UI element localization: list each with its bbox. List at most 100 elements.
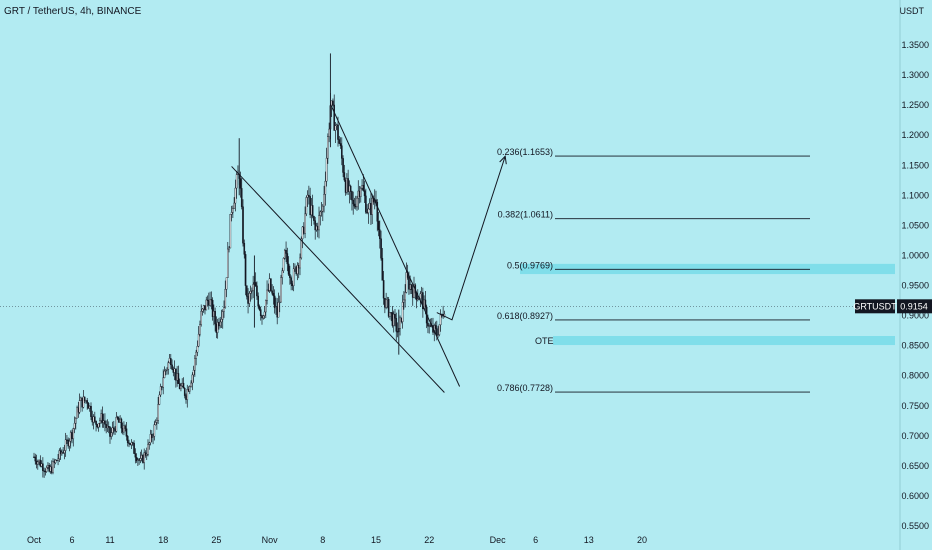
candle-body: [114, 428, 116, 432]
candle-body: [191, 374, 194, 384]
candle-body: [138, 459, 140, 461]
symbol-tag: GRTUSDT: [853, 301, 897, 311]
candle-body: [74, 417, 77, 424]
candle-body: [395, 318, 398, 332]
candle-body: [180, 385, 182, 389]
candle-body: [126, 436, 129, 444]
candle-body: [81, 397, 83, 408]
candle-body: [77, 407, 80, 413]
candle-body: [109, 426, 111, 437]
candle-body: [354, 205, 357, 208]
candle-body: [301, 226, 304, 240]
candle-body: [85, 400, 87, 402]
price-tag: 0.9154: [900, 301, 928, 311]
candle-body: [391, 312, 394, 326]
candle-body: [405, 272, 408, 293]
candle-body: [82, 396, 85, 408]
candle-body: [76, 407, 78, 419]
candle-body: [294, 266, 296, 269]
candle-body: [61, 452, 63, 455]
candle-body: [360, 187, 362, 197]
candle-body: [52, 461, 54, 473]
candle-body: [171, 364, 173, 370]
candle-body: [142, 455, 144, 463]
candle-body: [118, 418, 120, 423]
candle-body: [282, 258, 285, 271]
candle-body: [210, 299, 213, 301]
candle-body: [327, 136, 329, 159]
candle-body: [343, 172, 346, 181]
x-tick-label: Dec: [490, 535, 507, 545]
candle-body: [243, 242, 246, 255]
candle-body: [233, 202, 235, 209]
candle-body: [299, 257, 301, 269]
candle-body: [428, 325, 431, 327]
candle-body: [176, 373, 178, 381]
candle-body: [271, 290, 273, 294]
candle-body: [390, 312, 393, 314]
candle-body: [265, 300, 267, 313]
candle-body: [322, 205, 324, 212]
candle-body: [201, 308, 204, 312]
candle-body: [229, 214, 232, 249]
candle-body: [287, 263, 290, 275]
candle-body: [366, 212, 368, 214]
candle-body: [285, 250, 287, 254]
candle-body: [148, 442, 151, 445]
candle-body: [134, 453, 137, 458]
candle-body: [310, 205, 313, 216]
chart-title: GRT / TetherUS, 4h, BINANCE: [4, 6, 142, 17]
x-tick-label: Nov: [262, 535, 279, 545]
candle-body: [104, 420, 106, 425]
candle-body: [181, 382, 184, 387]
candle-body: [153, 424, 156, 437]
wedge-trendline: [329, 103, 461, 387]
candle-body: [245, 285, 248, 297]
candle-body: [411, 289, 414, 298]
candle-body: [92, 416, 95, 423]
candle-body: [234, 187, 237, 204]
wedge-trendline: [231, 166, 445, 393]
candle-body: [38, 459, 40, 462]
y-tick-label: 1.1500: [901, 160, 929, 170]
candle-body: [240, 188, 243, 207]
candle-body: [45, 467, 48, 472]
candle-body: [152, 436, 154, 439]
candle-body: [335, 124, 338, 126]
candle-body: [224, 289, 227, 308]
candle-body: [159, 386, 162, 396]
candle-body: [382, 280, 385, 299]
candle-body: [258, 305, 261, 310]
fib-level-label: 0.236(1.1653): [497, 147, 553, 157]
candle-body: [216, 321, 219, 333]
candle-body: [257, 295, 260, 307]
candle-body: [34, 456, 37, 462]
candle-body: [183, 388, 186, 396]
candle-body: [39, 459, 42, 467]
x-tick-label: 6: [69, 535, 74, 545]
candle-body: [400, 317, 403, 322]
candle-body: [97, 423, 100, 428]
candle-body: [187, 389, 190, 392]
candle-body: [63, 450, 66, 454]
candle-body: [275, 306, 277, 309]
candle-body: [58, 450, 61, 460]
candle-body: [162, 377, 165, 388]
candle-body: [379, 229, 381, 239]
candle-body: [333, 104, 336, 131]
candle-body: [37, 461, 39, 465]
candle-body: [169, 358, 172, 366]
candle-body: [384, 297, 386, 308]
candle-body: [324, 180, 327, 195]
candle-body: [377, 221, 380, 230]
candle-body: [147, 444, 149, 455]
candle-body: [196, 346, 199, 353]
candle-body: [334, 125, 337, 131]
candle-body: [107, 426, 110, 428]
candle-body: [56, 459, 58, 462]
candle-body: [368, 203, 371, 210]
candle-body: [232, 208, 234, 213]
candle-body: [47, 465, 49, 468]
candle-body: [100, 413, 102, 421]
